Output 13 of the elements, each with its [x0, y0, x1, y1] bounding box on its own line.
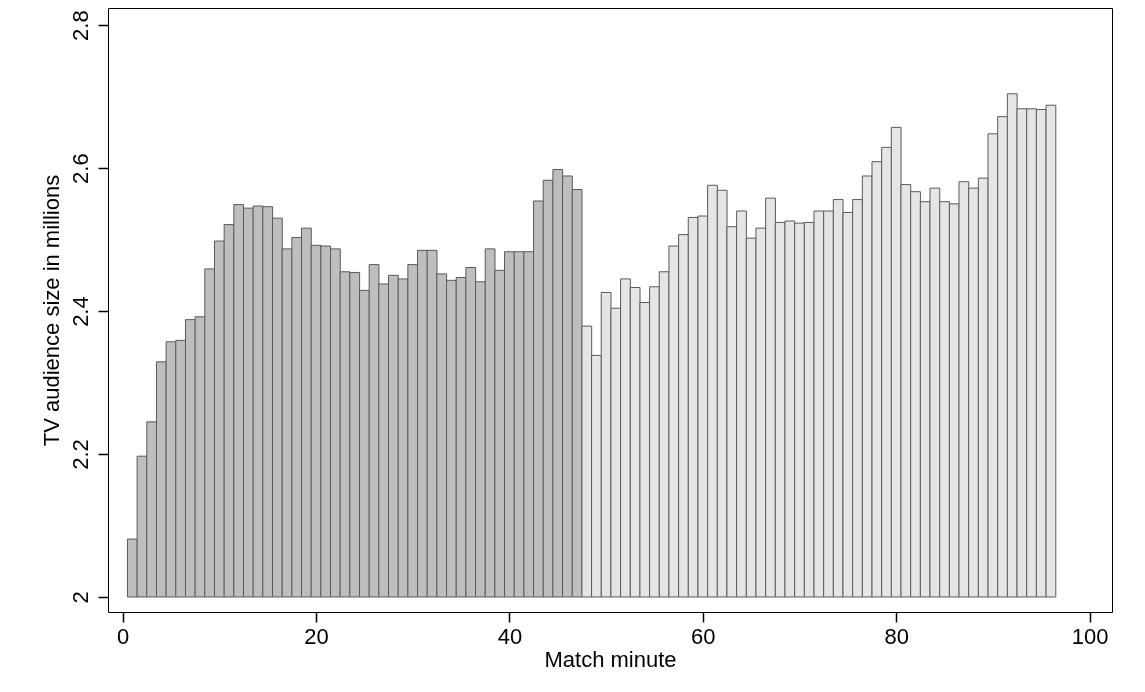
y-tick-label: 2: [67, 591, 93, 604]
y-tick-label: 2.6: [67, 153, 93, 184]
x-tick-label: 0: [117, 623, 130, 649]
y-tick-label: 2.4: [67, 296, 93, 327]
x-tick-label: 40: [497, 623, 523, 649]
x-axis-title: Match minute: [544, 646, 677, 672]
x-tick-label: 100: [1071, 623, 1109, 649]
y-axis-title: TV audience size in millions: [38, 174, 64, 447]
y-tick-label: 2.8: [67, 10, 93, 41]
x-tick-label: 60: [691, 623, 716, 649]
x-tick-label: 80: [884, 623, 909, 649]
x-tick-label: 20: [304, 623, 329, 649]
y-tick-label: 2.2: [67, 439, 93, 470]
